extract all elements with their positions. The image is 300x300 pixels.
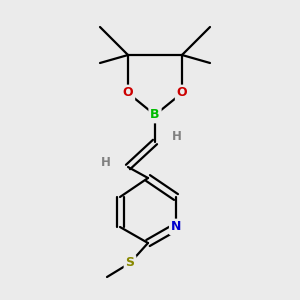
- Text: N: N: [171, 220, 181, 233]
- Text: S: S: [125, 256, 134, 269]
- Text: H: H: [172, 130, 182, 143]
- Text: O: O: [177, 86, 187, 100]
- Text: H: H: [101, 155, 111, 169]
- Text: O: O: [123, 86, 133, 100]
- Text: B: B: [150, 109, 160, 122]
